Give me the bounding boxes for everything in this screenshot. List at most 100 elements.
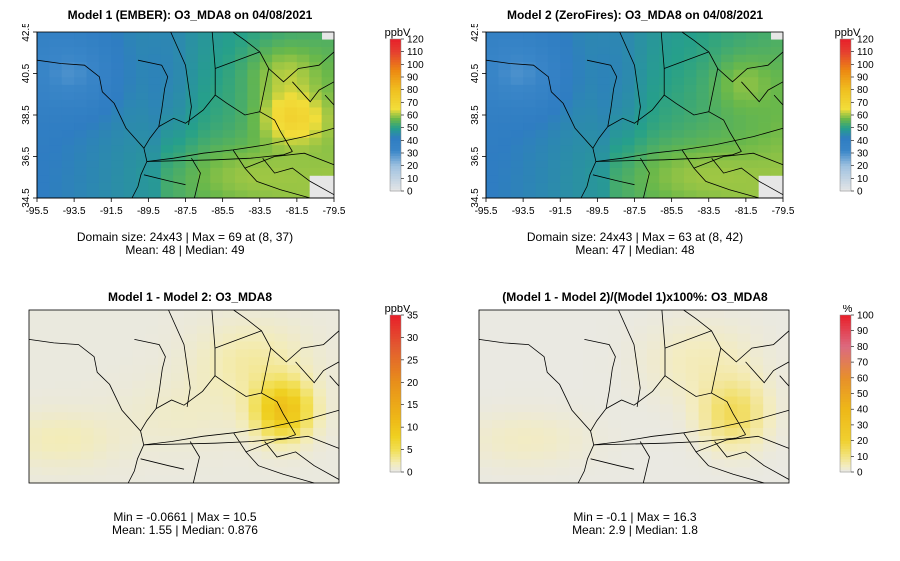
grid-cell (185, 69, 199, 78)
panel-1-title: Model 1 (EMBER): O3_MDA8 on 04/08/2021 (67, 8, 313, 22)
grid-cell (261, 372, 275, 382)
grid-cell (582, 443, 596, 452)
grid-cell (634, 160, 648, 169)
grid-cell (326, 349, 340, 358)
grid-cell (61, 69, 75, 78)
grid-cell (685, 420, 699, 429)
y-tick-label: 34.5 (21, 188, 32, 208)
legend-swatch (390, 140, 401, 144)
grid-cell (569, 349, 583, 358)
grid-cell (582, 372, 596, 382)
grid-cell (196, 333, 211, 342)
grid-cell (148, 69, 162, 78)
grid-cell (37, 145, 50, 154)
legend-swatch (390, 188, 401, 192)
legend-swatch (840, 451, 851, 455)
grid-cell (733, 167, 747, 176)
grid-cell (49, 182, 63, 191)
grid-cell (758, 130, 772, 139)
grid-cell (543, 467, 557, 476)
grid-cell (160, 167, 174, 176)
grid-cell (80, 443, 94, 452)
grid-cell (608, 443, 622, 452)
grid-cell (196, 380, 211, 390)
grid-cell (185, 107, 199, 116)
grid-cell (491, 365, 506, 374)
concentration-grid (37, 32, 335, 199)
grid-cell (597, 84, 611, 93)
grid-cell (595, 435, 609, 445)
grid-cell (185, 145, 199, 154)
grid-cell (750, 341, 764, 350)
state-boundary (158, 94, 293, 152)
legend-frame (389, 314, 402, 473)
grid-cell (173, 130, 186, 139)
grid-cell (750, 388, 764, 397)
grid-cell (504, 435, 519, 445)
grid-cell (608, 467, 622, 476)
legend-swatch (390, 330, 401, 334)
grid-cell (284, 99, 298, 108)
grid-cell (160, 54, 174, 63)
legend-swatch (840, 351, 851, 355)
grid-cell (111, 115, 125, 123)
legend-swatch (390, 183, 401, 187)
grid-cell (498, 145, 512, 154)
legend-swatch (390, 71, 401, 75)
grid-cell (235, 122, 248, 131)
grid-cell (517, 427, 532, 437)
legend-tick-label: 0 (407, 468, 413, 479)
grid-cell (98, 47, 112, 56)
grid-cell (184, 349, 198, 358)
grid-cell (621, 467, 635, 476)
legend-tick-label: 20 (857, 436, 869, 447)
grid-cell (61, 107, 75, 116)
grid-cell (222, 182, 236, 191)
y-tick-label: 36.5 (470, 146, 481, 166)
grid-cell (145, 396, 159, 405)
grid-cell (235, 99, 248, 108)
legend-swatch (390, 341, 401, 345)
grid-cell (313, 459, 327, 468)
grid-cell (698, 420, 712, 429)
grid-cell (98, 92, 112, 101)
grid-cell (543, 365, 557, 374)
grid-cell (696, 62, 710, 71)
grid-cell (535, 182, 549, 191)
grid-cell (597, 54, 611, 63)
grid-cell (136, 84, 149, 93)
grid-cell (296, 130, 310, 139)
grid-cell (569, 388, 583, 397)
grid-cell (486, 145, 499, 154)
grid-cell (123, 115, 137, 123)
grid-cell (698, 317, 712, 327)
grid-cell (29, 388, 43, 397)
grid-cell (148, 182, 162, 191)
grid-cell (80, 388, 94, 397)
grid-cell (296, 145, 310, 154)
grid-cell (569, 310, 583, 319)
grid-cell (608, 459, 622, 468)
grid-cell (247, 62, 261, 71)
grid-cell (547, 54, 561, 63)
grid-cell (696, 182, 710, 191)
grid-cell (733, 69, 747, 78)
grid-cell (54, 404, 69, 413)
grid-cell (491, 427, 506, 437)
grid-cell (770, 107, 784, 116)
state-boundary (605, 375, 746, 435)
grid-cell (737, 396, 751, 405)
grid-cell (634, 475, 648, 484)
grid-cell (106, 427, 120, 437)
grid-cell (37, 69, 50, 78)
state-boundary (245, 435, 340, 453)
grid-cell (776, 310, 790, 319)
legend-swatch (840, 464, 851, 468)
grid-cell (659, 77, 673, 86)
grid-cell (721, 99, 734, 108)
grid-cell (622, 152, 635, 161)
grid-cell (622, 99, 635, 108)
grid-cell (98, 69, 112, 78)
grid-cell (93, 357, 107, 366)
grid-cell (696, 39, 710, 48)
